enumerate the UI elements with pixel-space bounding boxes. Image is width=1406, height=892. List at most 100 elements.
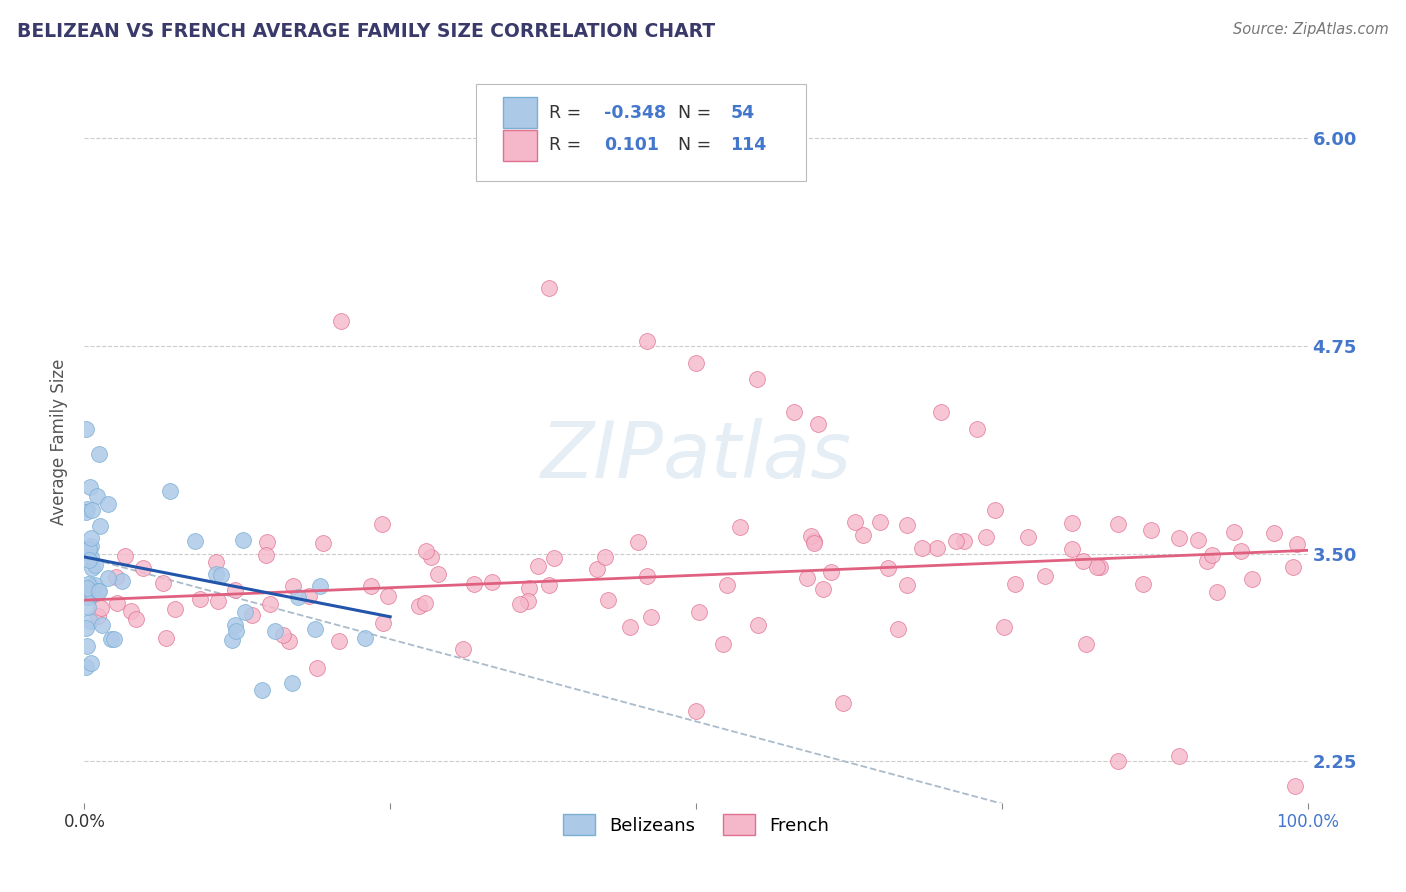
Text: 0.101: 0.101 (605, 136, 659, 154)
Point (1088, 560, 1111, 574)
Point (966, 422, 988, 436)
FancyBboxPatch shape (503, 97, 537, 128)
Point (188, 591, 211, 606)
Point (807, 417, 830, 431)
Point (929, 405, 952, 419)
Point (408, 599, 430, 613)
Point (225, 624, 247, 639)
Point (427, 567, 450, 582)
Point (527, 558, 550, 573)
Point (1197, 553, 1219, 567)
Point (984, 502, 1007, 516)
Point (1286, 537, 1309, 551)
Point (1132, 577, 1154, 591)
Point (747, 372, 769, 386)
Point (685, 356, 707, 370)
Point (509, 597, 531, 611)
Point (77, 553, 100, 567)
Point (688, 605, 710, 619)
Point (1062, 541, 1084, 556)
Point (75, 505, 97, 519)
Point (307, 661, 329, 675)
Point (1017, 530, 1039, 544)
Point (1230, 543, 1253, 558)
Point (1223, 524, 1246, 539)
Point (77, 599, 100, 614)
Point (76, 502, 98, 516)
Point (1168, 749, 1191, 764)
Point (896, 578, 918, 592)
Point (77, 542, 100, 557)
Point (87, 608, 110, 623)
Point (209, 567, 232, 582)
Point (232, 533, 254, 547)
Point (184, 533, 207, 548)
Point (91, 618, 114, 632)
Point (747, 618, 769, 632)
Point (371, 517, 394, 532)
Point (76, 590, 98, 604)
Point (481, 575, 503, 590)
Point (224, 618, 246, 632)
Text: BELIZEAN VS FRENCH AVERAGE FAMILY SIZE CORRELATION CHART: BELIZEAN VS FRENCH AVERAGE FAMILY SIZE C… (17, 22, 716, 41)
Point (716, 578, 738, 592)
Text: N =: N = (678, 136, 711, 154)
Point (205, 567, 228, 582)
Point (77, 590, 100, 604)
Point (803, 533, 825, 548)
Point (304, 622, 326, 636)
Point (80, 531, 103, 545)
Point (90, 600, 112, 615)
Point (911, 541, 934, 555)
Point (813, 582, 835, 596)
Point (271, 628, 294, 642)
Point (415, 543, 437, 558)
Point (598, 592, 620, 607)
Point (852, 528, 875, 542)
Point (1284, 779, 1306, 793)
Point (1107, 516, 1129, 531)
Point (887, 622, 910, 636)
Point (105, 597, 128, 611)
Point (264, 624, 287, 639)
Text: Source: ZipAtlas.com: Source: ZipAtlas.com (1233, 22, 1389, 37)
Point (250, 682, 273, 697)
Point (311, 536, 333, 550)
Point (82, 587, 104, 601)
Point (80, 656, 103, 670)
Point (869, 516, 891, 530)
Point (1004, 576, 1026, 591)
Point (204, 556, 226, 570)
Point (79, 480, 101, 494)
Point (87, 584, 110, 599)
Point (233, 605, 256, 619)
Point (221, 633, 243, 648)
Point (377, 589, 399, 603)
Point (76, 577, 98, 591)
Point (451, 642, 474, 657)
Text: R =: R = (550, 103, 582, 122)
Text: N =: N = (678, 103, 711, 122)
Point (80, 503, 103, 517)
Point (131, 561, 153, 575)
Point (619, 620, 641, 634)
Point (831, 696, 853, 710)
Point (1071, 553, 1094, 567)
Point (163, 602, 186, 616)
Point (75, 586, 97, 600)
Point (259, 597, 281, 611)
Point (586, 562, 609, 576)
Text: ZIPatlas: ZIPatlas (540, 418, 852, 494)
Point (1240, 572, 1263, 586)
Point (354, 632, 377, 646)
Y-axis label: Average Family Size: Average Family Size (51, 359, 69, 524)
Point (84, 558, 107, 573)
Point (876, 561, 898, 575)
Point (155, 632, 177, 646)
Point (685, 705, 707, 719)
Point (371, 615, 394, 630)
Point (1107, 754, 1129, 768)
Point (82, 586, 104, 600)
Point (463, 576, 485, 591)
Point (538, 281, 561, 295)
